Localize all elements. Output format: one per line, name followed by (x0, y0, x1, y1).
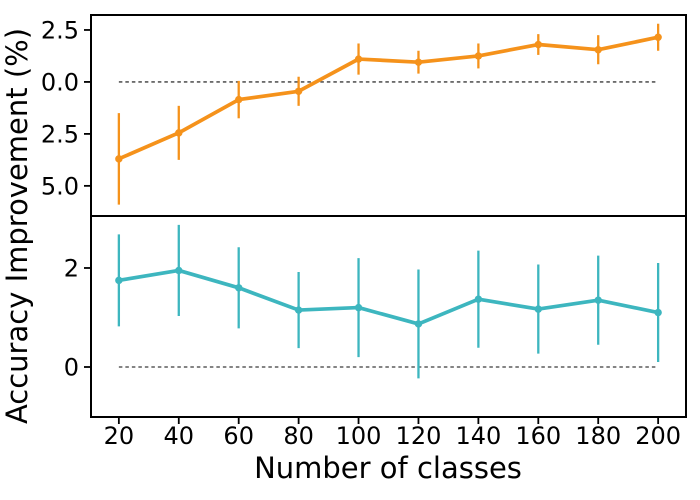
data-point-marker (594, 296, 602, 304)
y-axis-label: Accuracy Improvement (%) (0, 28, 34, 424)
x-tick-label: 120 (396, 422, 442, 450)
x-tick-label: 140 (455, 422, 501, 450)
data-point-marker (175, 129, 183, 137)
series-line-orange-series (117, 35, 660, 161)
plot-frame-top (90, 14, 687, 217)
data-point-marker (414, 320, 423, 328)
data-point-marker (534, 305, 542, 313)
y-tick-label: 5.0 (41, 172, 79, 200)
x-axis-label: Number of classes (254, 451, 522, 485)
data-point-marker (354, 55, 363, 63)
data-point-marker (294, 306, 303, 314)
data-point-marker (175, 266, 183, 275)
x-tick-label: 60 (223, 422, 254, 450)
x-tick-label: 80 (283, 422, 314, 450)
y-tick-label: 2 (64, 254, 79, 282)
data-point-marker (235, 284, 243, 292)
x-tick-label: 100 (336, 422, 382, 450)
data-point-marker (294, 87, 303, 95)
y-tick-label: 2.5 (41, 16, 79, 44)
x-tick-label: 200 (635, 422, 681, 450)
x-tick-label: 180 (575, 422, 621, 450)
x-tick-label: 20 (104, 422, 135, 450)
data-point-marker (654, 308, 662, 317)
x-tick-label: 160 (515, 422, 561, 450)
y-tick-label: 0.0 (41, 68, 79, 96)
data-point-marker (235, 95, 243, 104)
data-point-marker (474, 295, 483, 303)
data-point-marker (354, 303, 363, 312)
data-point-marker (115, 155, 123, 163)
data-point-marker (594, 46, 602, 54)
y-tick-label: 0 (64, 353, 79, 381)
data-point-marker (474, 52, 483, 60)
plot-frame-bottom (90, 215, 687, 418)
data-point-marker (654, 33, 662, 41)
series-line-teal-series (117, 268, 660, 326)
x-tick-label: 40 (164, 422, 195, 450)
data-point-marker (414, 58, 423, 66)
data-point-marker (534, 40, 542, 49)
data-point-marker (115, 276, 123, 285)
y-tick-label: 2.5 (41, 120, 79, 148)
